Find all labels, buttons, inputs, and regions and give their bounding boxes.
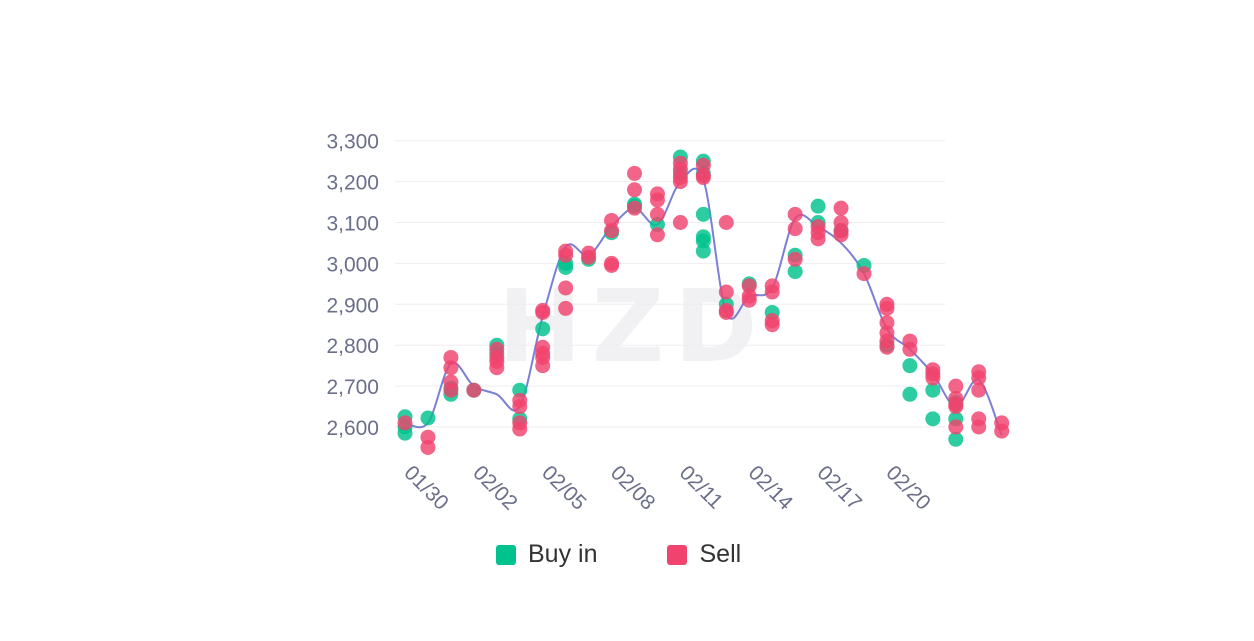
sell-point[interactable] <box>764 284 780 300</box>
sell-point[interactable] <box>810 231 826 247</box>
x-tick-label: 02/20 <box>881 461 934 514</box>
buy-in-point[interactable] <box>925 411 941 427</box>
buy-in-point[interactable] <box>535 321 551 337</box>
sell-point[interactable] <box>948 378 964 394</box>
y-tick-label: 2,900 <box>326 294 379 317</box>
sell-point[interactable] <box>512 399 528 415</box>
sell-point[interactable] <box>627 182 642 198</box>
y-tick-label: 3,300 <box>326 131 379 154</box>
y-tick-label: 3,000 <box>326 253 379 276</box>
sell-point[interactable] <box>718 304 734 320</box>
buy-in-points <box>397 149 964 447</box>
buy-in-point[interactable] <box>902 386 918 402</box>
buy-in-point[interactable] <box>925 382 941 398</box>
sell-point[interactable] <box>672 215 688 230</box>
sell-point[interactable] <box>558 280 574 296</box>
y-tick-label: 3,200 <box>326 172 379 195</box>
buy-in-point[interactable] <box>420 410 436 426</box>
sell-point[interactable] <box>558 300 574 316</box>
x-tick-label: 02/08 <box>606 461 659 514</box>
x-axis-tick-labels: 01/30 02/02 02/05 02/08 02/11 02/14 02/17 02/20 <box>399 461 934 515</box>
sell-point[interactable] <box>718 215 734 230</box>
sell-point[interactable] <box>741 292 757 308</box>
sell-point[interactable] <box>649 227 665 243</box>
sell-point[interactable] <box>948 399 964 415</box>
sell-point[interactable] <box>902 341 918 357</box>
sell-point[interactable] <box>672 174 688 190</box>
x-tick-label: 02/02 <box>468 461 521 514</box>
x-tick-label: 02/14 <box>744 461 798 515</box>
x-tick-label: 02/17 <box>813 461 866 514</box>
sell-point[interactable] <box>627 200 642 216</box>
grid-lines <box>395 140 945 428</box>
sell-point[interactable] <box>420 439 436 455</box>
sell-point[interactable] <box>512 421 528 437</box>
sell-point[interactable] <box>994 423 1010 439</box>
sell-point[interactable] <box>443 360 459 376</box>
buy-in-point[interactable] <box>902 358 918 374</box>
sell-point[interactable] <box>787 221 803 237</box>
y-axis-tick-labels: 2,600 2,700 2,800 2,900 3,000 3,100 3,200 3,300 <box>326 131 379 440</box>
y-tick-label: 2,700 <box>326 376 379 399</box>
sell-point[interactable] <box>948 419 964 435</box>
legend-label-buy-in: Buy in <box>528 540 598 568</box>
legend-item-buy-in[interactable]: Buy in <box>496 540 597 569</box>
sell-point[interactable] <box>833 227 849 243</box>
sell-point[interactable] <box>604 223 620 239</box>
sell-point[interactable] <box>604 257 620 273</box>
x-tick-label: 02/05 <box>537 461 590 514</box>
sell-point[interactable] <box>558 247 574 263</box>
sell-point[interactable] <box>649 192 665 208</box>
legend-swatch-buy-in <box>496 544 516 565</box>
sell-point[interactable] <box>695 170 711 186</box>
legend-item-sell[interactable]: Sell <box>667 540 741 569</box>
y-tick-label: 3,100 <box>326 213 379 236</box>
buy-in-point[interactable] <box>695 206 711 222</box>
sell-point[interactable] <box>971 382 987 398</box>
sell-point[interactable] <box>787 206 803 222</box>
sell-point[interactable] <box>833 200 849 216</box>
sell-point[interactable] <box>397 415 413 431</box>
sell-point[interactable] <box>856 266 872 282</box>
sell-point[interactable] <box>764 317 780 333</box>
sell-point[interactable] <box>627 165 642 181</box>
y-tick-label: 2,800 <box>326 335 379 358</box>
sell-point[interactable] <box>535 304 551 320</box>
buy-in-point[interactable] <box>948 431 964 447</box>
sell-point[interactable] <box>787 251 803 267</box>
sell-point[interactable] <box>879 339 895 355</box>
x-tick-label: 01/30 <box>399 461 452 514</box>
legend-swatch-sell <box>667 544 688 565</box>
sell-point[interactable] <box>971 419 987 435</box>
sell-points <box>397 155 1010 455</box>
sell-point[interactable] <box>925 370 941 386</box>
y-tick-label: 2,600 <box>326 417 379 440</box>
buy-in-point[interactable] <box>787 264 803 280</box>
x-tick-label: 02/11 <box>675 461 727 513</box>
legend-label-sell: Sell <box>699 540 742 568</box>
sell-point[interactable] <box>581 245 597 261</box>
sell-point[interactable] <box>466 382 482 398</box>
buy-in-point[interactable] <box>695 243 711 259</box>
sell-point[interactable] <box>971 370 987 386</box>
sell-point[interactable] <box>649 206 665 222</box>
sell-point[interactable] <box>489 360 505 376</box>
chart-legend: Buy in Sell <box>496 540 741 569</box>
sell-point[interactable] <box>718 284 734 300</box>
sell-point[interactable] <box>535 358 551 374</box>
sell-point[interactable] <box>879 300 895 316</box>
sell-point[interactable] <box>443 382 459 398</box>
buy-in-point[interactable] <box>810 198 826 214</box>
